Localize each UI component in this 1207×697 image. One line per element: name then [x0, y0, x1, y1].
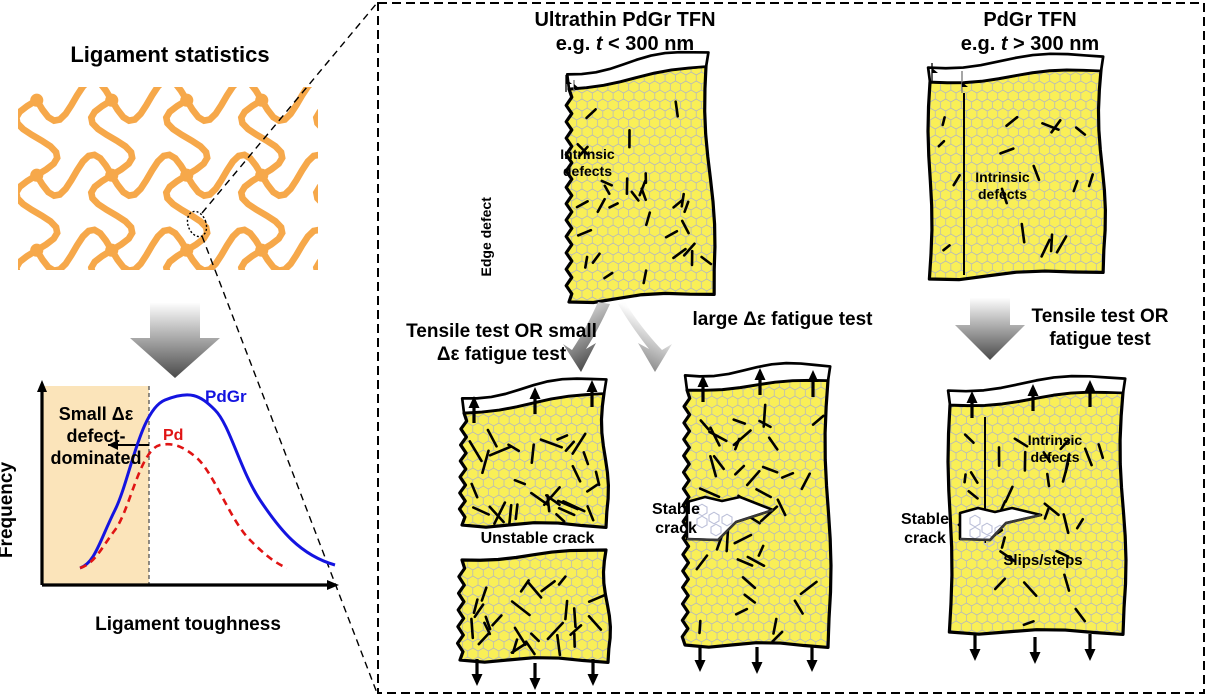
svg-text:Frequency: Frequency	[0, 462, 17, 559]
svg-text:dominated: dominated	[50, 448, 141, 468]
svg-text:PdGr: PdGr	[205, 387, 247, 406]
svg-text:Pd: Pd	[163, 427, 183, 444]
svg-text:Small Δε: Small Δε	[59, 404, 134, 424]
svg-text:defect-: defect-	[66, 426, 125, 446]
svg-text:Ligament toughness: Ligament toughness	[95, 614, 281, 635]
